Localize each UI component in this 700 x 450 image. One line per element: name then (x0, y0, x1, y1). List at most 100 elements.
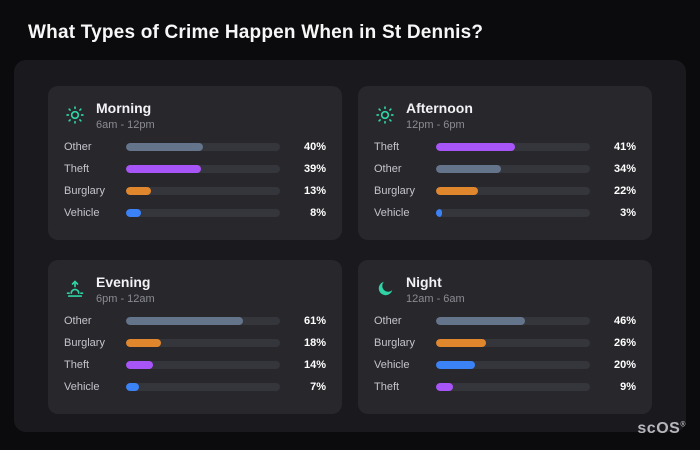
category-label: Vehicle (374, 358, 410, 371)
bar-fill (436, 338, 487, 347)
bar-track (436, 382, 590, 391)
category-label: Theft (374, 140, 400, 153)
bar-track (126, 360, 280, 369)
value-label: 9% (620, 380, 636, 393)
page-title: What Types of Crime Happen When in St De… (28, 22, 484, 43)
card-heading: Night 12am - 6am (406, 274, 465, 305)
bar-track (126, 164, 280, 173)
bar-row-vehicle: Vehicle 3% (374, 207, 636, 219)
bar-fill (126, 186, 152, 195)
value-label: 39% (303, 162, 326, 175)
card-afternoon: Afternoon 12pm - 6pm Theft 41% Other 34% Bur… (358, 86, 652, 240)
bar-row-burglary: Burglary 26% (374, 337, 636, 349)
value-label: 22% (613, 184, 636, 197)
period-title: Afternoon (406, 100, 473, 116)
crime-times-panel: Morning 6am - 12pm Other 40% Theft 39% Burgl… (14, 60, 686, 432)
bar-rows: Other 46% Burglary 26% Vehicle 20% Theft 9% (374, 315, 636, 393)
bar-fill (436, 208, 442, 217)
period-title: Evening (96, 274, 151, 290)
bar-fill (436, 164, 502, 173)
bar-fill (126, 382, 140, 391)
bar-fill (436, 142, 515, 151)
sun-icon (64, 104, 86, 126)
bar-track (126, 208, 280, 217)
value-label: 13% (303, 184, 326, 197)
bar-fill (436, 186, 479, 195)
category-label: Vehicle (64, 206, 100, 219)
bar-fill (126, 338, 161, 347)
bar-row-vehicle: Vehicle 7% (64, 381, 326, 393)
bar-rows: Theft 41% Other 34% Burglary 22% Vehicle 3% (374, 141, 636, 219)
bar-rows: Other 61% Burglary 18% Theft 14% Vehicle 7% (64, 315, 326, 393)
period-title: Morning (96, 100, 152, 116)
category-label: Other (374, 162, 402, 175)
category-label: Other (374, 314, 402, 327)
category-label: Theft (64, 162, 90, 175)
bar-track (436, 208, 590, 217)
value-label: 7% (310, 380, 326, 393)
card-header: Morning 6am - 12pm (64, 100, 326, 131)
cards-grid: Morning 6am - 12pm Other 40% Theft 39% Burgl… (48, 86, 652, 414)
category-label: Other (64, 140, 92, 153)
bar-row-burglary: Burglary 22% (374, 185, 636, 197)
value-label: 3% (620, 206, 636, 219)
value-label: 20% (613, 358, 636, 371)
bar-track (126, 316, 280, 325)
category-label: Burglary (374, 184, 415, 197)
bar-row-theft: Theft 39% (64, 163, 326, 175)
bar-track (126, 142, 280, 151)
bar-fill (126, 316, 244, 325)
period-time-range: 6pm - 12am (96, 292, 155, 305)
card-header: Night 12am - 6am (374, 274, 636, 305)
category-label: Other (64, 314, 92, 327)
bar-rows: Other 40% Theft 39% Burglary 13% Vehicle 8% (64, 141, 326, 219)
bar-fill (126, 142, 203, 151)
bar-row-vehicle: Vehicle 8% (64, 207, 326, 219)
period-title: Night (406, 274, 442, 290)
bar-row-theft: Theft 41% (374, 141, 636, 153)
bar-row-burglary: Burglary 18% (64, 337, 326, 349)
card-heading: Morning 6am - 12pm (96, 100, 155, 131)
period-time-range: 12am - 6am (406, 292, 465, 305)
bar-row-other: Other 40% (64, 141, 326, 153)
bar-row-theft: Theft 14% (64, 359, 326, 371)
value-label: 34% (613, 162, 636, 175)
value-label: 40% (303, 140, 326, 153)
value-label: 26% (613, 336, 636, 349)
bar-track (126, 382, 280, 391)
bar-fill (436, 382, 454, 391)
value-label: 41% (613, 140, 636, 153)
category-label: Vehicle (64, 380, 100, 393)
bar-track (436, 360, 590, 369)
card-heading: Evening 6pm - 12am (96, 274, 155, 305)
bar-fill (126, 360, 153, 369)
value-label: 8% (310, 206, 326, 219)
bar-track (436, 186, 590, 195)
bar-row-other: Other 34% (374, 163, 636, 175)
registered-mark: ® (680, 421, 686, 429)
bar-row-theft: Theft 9% (374, 381, 636, 393)
brand-logo: scOS® (637, 420, 686, 438)
card-header: Afternoon 12pm - 6pm (374, 100, 636, 131)
bar-row-vehicle: Vehicle 20% (374, 359, 636, 371)
card-night: Night 12am - 6am Other 46% Burglary 26% Vehi… (358, 260, 652, 414)
card-evening: Evening 6pm - 12am Other 61% Burglary 18% Th… (48, 260, 342, 414)
bar-fill (126, 208, 142, 217)
value-label: 46% (613, 314, 636, 327)
category-label: Burglary (64, 184, 105, 197)
card-header: Evening 6pm - 12am (64, 274, 326, 305)
bar-fill (436, 316, 525, 325)
bar-track (126, 338, 280, 347)
category-label: Burglary (64, 336, 105, 349)
bar-row-burglary: Burglary 13% (64, 185, 326, 197)
sunset-icon (64, 278, 86, 300)
value-label: 14% (303, 358, 326, 371)
category-label: Theft (64, 358, 90, 371)
bar-row-other: Other 46% (374, 315, 636, 327)
bar-track (436, 338, 590, 347)
category-label: Burglary (374, 336, 415, 349)
sun-icon (374, 104, 396, 126)
moon-icon (374, 278, 396, 300)
brand-text: scOS (637, 420, 681, 437)
bar-track (436, 164, 590, 173)
